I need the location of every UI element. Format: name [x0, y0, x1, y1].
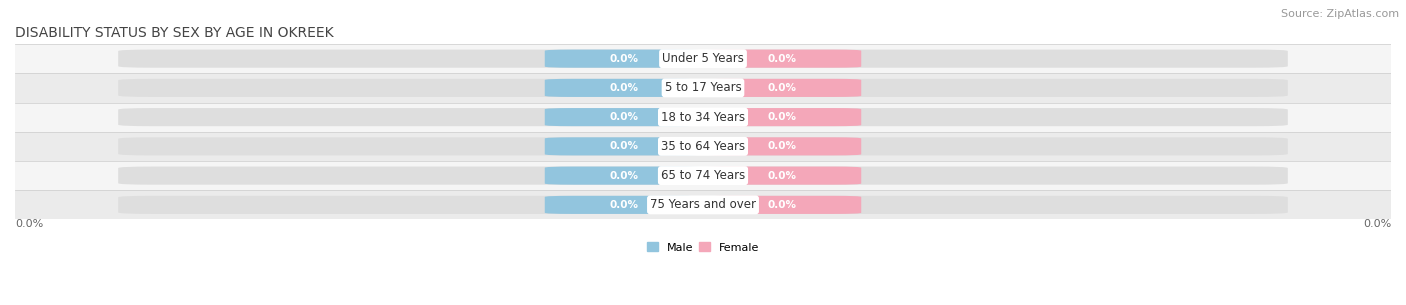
Bar [15, 190, 1391, 220]
Text: DISABILITY STATUS BY SEX BY AGE IN OKREEK: DISABILITY STATUS BY SEX BY AGE IN OKREE… [15, 26, 333, 40]
FancyBboxPatch shape [544, 196, 703, 214]
Bar [15, 44, 1391, 73]
Text: 0.0%: 0.0% [768, 142, 797, 151]
Legend: Male, Female: Male, Female [647, 242, 759, 253]
FancyBboxPatch shape [118, 108, 1288, 126]
FancyBboxPatch shape [703, 108, 862, 126]
Text: 75 Years and over: 75 Years and over [650, 198, 756, 211]
Text: 0.0%: 0.0% [768, 83, 797, 93]
FancyBboxPatch shape [703, 79, 862, 97]
FancyBboxPatch shape [703, 50, 862, 68]
FancyBboxPatch shape [118, 167, 1288, 185]
FancyBboxPatch shape [703, 167, 862, 185]
FancyBboxPatch shape [544, 50, 703, 68]
Text: 0.0%: 0.0% [15, 220, 44, 229]
Text: 35 to 64 Years: 35 to 64 Years [661, 140, 745, 153]
Bar [15, 73, 1391, 102]
Bar [15, 132, 1391, 161]
FancyBboxPatch shape [703, 137, 862, 156]
Text: 0.0%: 0.0% [768, 54, 797, 64]
Bar [15, 161, 1391, 190]
Text: 18 to 34 Years: 18 to 34 Years [661, 111, 745, 124]
Text: 0.0%: 0.0% [609, 170, 638, 181]
Text: 0.0%: 0.0% [1362, 220, 1391, 229]
Text: 0.0%: 0.0% [609, 83, 638, 93]
FancyBboxPatch shape [118, 79, 1288, 97]
Text: 0.0%: 0.0% [609, 200, 638, 210]
FancyBboxPatch shape [544, 79, 703, 97]
FancyBboxPatch shape [118, 137, 1288, 156]
FancyBboxPatch shape [544, 137, 703, 156]
Text: 0.0%: 0.0% [609, 54, 638, 64]
Text: Source: ZipAtlas.com: Source: ZipAtlas.com [1281, 9, 1399, 19]
Bar [15, 102, 1391, 132]
Text: 65 to 74 Years: 65 to 74 Years [661, 169, 745, 182]
FancyBboxPatch shape [703, 196, 862, 214]
FancyBboxPatch shape [118, 50, 1288, 68]
Text: 0.0%: 0.0% [768, 112, 797, 122]
Text: 5 to 17 Years: 5 to 17 Years [665, 81, 741, 94]
Text: 0.0%: 0.0% [768, 200, 797, 210]
Text: 0.0%: 0.0% [609, 142, 638, 151]
Text: Under 5 Years: Under 5 Years [662, 52, 744, 65]
FancyBboxPatch shape [118, 196, 1288, 214]
FancyBboxPatch shape [544, 108, 703, 126]
Text: 0.0%: 0.0% [768, 170, 797, 181]
Text: 0.0%: 0.0% [609, 112, 638, 122]
FancyBboxPatch shape [544, 167, 703, 185]
